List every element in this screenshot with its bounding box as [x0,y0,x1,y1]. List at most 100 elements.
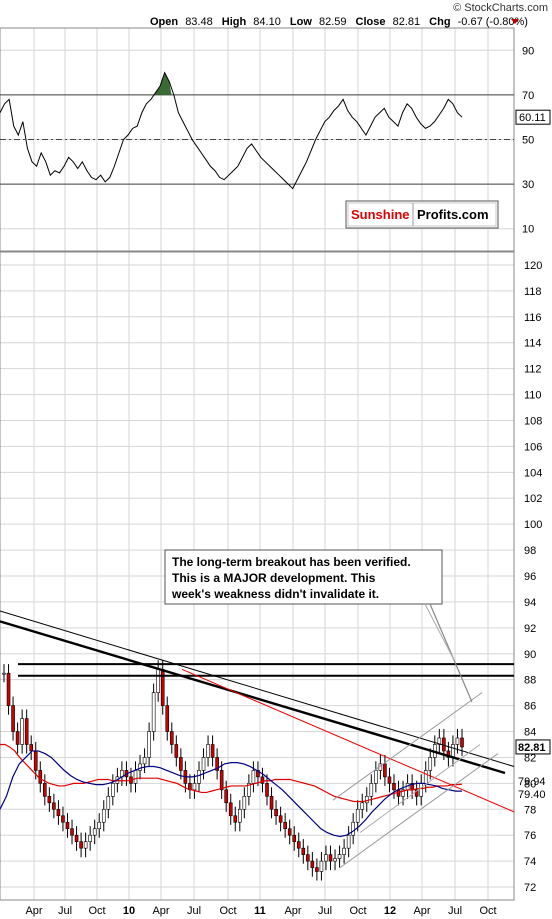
price-bar-body [315,867,319,872]
axis-label-layer: Apr Jul Oct 10 Apr Jul Oct 11 Apr Jul Oct 12 Apr Jul O… [25,45,542,917]
price-bar-body [328,854,333,862]
price-bar-body [283,821,287,830]
price-y-tick-label: 74 [524,856,536,868]
high-value: 84.10 [253,16,281,28]
price-bar-body [33,750,38,771]
annotation-pointer-shadow [424,603,455,661]
price-bar-body [179,757,183,771]
close-value: 82.81 [393,16,421,28]
price-y-tick-label: 96 [524,571,536,583]
indicator-value-box [515,109,551,125]
price-bar-body [2,672,6,675]
price-bar-body [269,796,274,810]
price-bar-body [97,821,102,830]
price-series-layer [0,660,464,881]
price-y-tick-label: 80 [524,778,536,790]
price-bar-body [210,744,215,758]
price-bar-body [383,763,387,778]
price-y-tick-label: 102 [524,493,542,505]
price-bar-body [83,841,88,849]
price-bar-body [437,737,442,745]
price-y-tick-label: 118 [524,286,542,298]
price-y-tick-label: 110 [524,390,542,402]
chg-value: -0.67 (-0.80%) [458,16,528,28]
price-bar-body [337,854,342,859]
channel-mid [359,744,481,834]
indicator-y-tick-label: 70 [522,90,534,102]
indicator-y-tick-label: 30 [522,179,534,191]
close-label: Close [356,16,386,28]
x-tick-label: Jul [187,905,201,917]
price-bar-body [147,731,151,758]
price-bar-body [319,860,324,872]
price-bar-body [56,808,61,817]
x-tick-label: Apr [284,905,301,917]
x-tick-label: Oct [479,905,496,917]
price-bar-body [228,802,233,817]
price-bar-body [74,834,79,842]
price-bar-body [428,757,433,771]
annotation-pointer [429,603,473,703]
x-tick-label: Oct [219,905,236,917]
price-bar-body [47,796,52,804]
price-bar-body [52,802,56,810]
annotation-line-1: The long-term breakout has been verified… [172,555,411,569]
price-bar-body [256,770,260,778]
price-bar-body [38,770,43,784]
price-bar-body [451,744,455,758]
price-value-box [515,739,551,755]
price-y-tick-label: 100 [524,519,542,531]
logo-profits: Profits.com [417,207,489,222]
price-bar-body [333,858,337,862]
price-bar-body [219,770,224,791]
price-bar-body [251,770,256,784]
price-bar-body [360,802,365,810]
x-tick-label: 11 [254,905,266,917]
price-bar-body [142,757,147,765]
price-bar-body [206,744,210,758]
x-tick-label: Jul [448,905,462,917]
indicator-y-tick-label: 10 [522,224,534,236]
open-value: 83.48 [185,16,213,28]
x-tick-label: Oct [88,905,105,917]
ohlc-header: Open 83.48 High 84.10 Low 82.59 Close 82… [150,16,528,28]
price-y-tick-label: 106 [524,441,542,453]
price-bar-body [274,808,278,817]
price-bar-body [247,783,251,797]
price-bar-body [6,672,11,706]
price-y-tick-label: 98 [524,545,536,557]
price-bar-body [287,828,292,836]
price-y-tick-label: 72 [524,882,536,894]
price-bar-body [160,669,165,706]
indicator-line [0,71,463,190]
price-bar-body [455,737,460,745]
price-bar-body [29,744,34,752]
logo-sunshine: Sunshine [351,207,410,222]
price-y-tick-label: 84 [524,727,536,739]
price-bar-body [165,705,170,732]
grid-layer [0,28,514,900]
price-panel-frame [0,251,515,901]
channel-upper [332,692,483,801]
price-y-tick-label: 116 [524,312,542,324]
price-bar-body [387,776,392,784]
price-bar-body [346,834,351,849]
price-bar-body [301,847,306,855]
price-bar-body [24,718,29,745]
price-bar-body [92,828,97,836]
price-y-tick-label: 90 [524,649,536,661]
price-bar-body [310,860,315,868]
high-label: High [222,16,247,28]
price-bar-body [446,750,451,758]
price-bar-body [15,731,20,745]
price-y-tick-label: 114 [524,338,542,350]
price-bar-body [306,854,310,862]
price-bar-body [355,808,360,823]
trendline-layer [0,610,515,869]
price-bar-body [138,763,142,771]
price-bar-body [106,796,111,810]
price-y-tick-label: 104 [524,467,542,479]
price-bar-body [174,744,179,758]
trendline-thick [0,620,506,775]
